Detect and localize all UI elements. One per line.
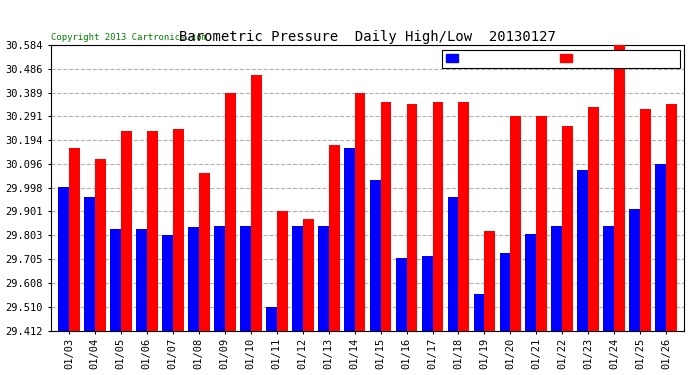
Bar	[604, 226, 614, 330]
Bar	[344, 148, 355, 330]
Bar	[589, 107, 599, 330]
Bar	[536, 116, 547, 330]
Bar	[484, 231, 495, 330]
Bar	[147, 131, 158, 330]
Bar	[551, 226, 562, 330]
Bar	[640, 110, 651, 330]
Bar	[406, 105, 417, 330]
Bar	[629, 209, 640, 330]
Bar	[500, 253, 511, 330]
Bar	[69, 148, 80, 330]
Bar	[277, 211, 288, 330]
Bar	[526, 234, 536, 330]
Bar	[121, 131, 132, 330]
Bar	[317, 226, 328, 330]
Bar	[422, 255, 433, 330]
Bar	[381, 102, 391, 330]
Bar	[84, 197, 95, 330]
Bar	[292, 226, 303, 330]
Bar	[214, 226, 225, 330]
Bar	[58, 187, 69, 330]
Bar	[473, 294, 484, 330]
Bar	[303, 219, 313, 330]
Bar	[199, 172, 210, 330]
Bar	[433, 102, 444, 330]
Bar	[136, 229, 147, 330]
Bar	[370, 180, 381, 330]
Bar	[172, 129, 184, 330]
Bar	[511, 116, 522, 330]
Bar	[562, 126, 573, 330]
Bar	[448, 197, 458, 330]
Bar	[578, 170, 589, 330]
Bar	[162, 235, 172, 330]
Bar	[225, 93, 235, 330]
Bar	[355, 93, 366, 330]
Bar	[250, 75, 262, 330]
Bar	[614, 45, 625, 330]
Bar	[188, 228, 199, 330]
Bar	[667, 105, 677, 330]
Bar	[240, 226, 250, 330]
Text: Copyright 2013 Cartronics.com: Copyright 2013 Cartronics.com	[50, 33, 206, 42]
Legend: Low  (Inches/Hg), High  (Inches/Hg): Low (Inches/Hg), High (Inches/Hg)	[442, 50, 680, 68]
Title: Barometric Pressure  Daily High/Low  20130127: Barometric Pressure Daily High/Low 20130…	[179, 30, 556, 44]
Bar	[266, 307, 277, 330]
Bar	[656, 164, 667, 330]
Bar	[458, 102, 469, 330]
Bar	[95, 159, 106, 330]
Bar	[328, 145, 339, 330]
Bar	[395, 258, 406, 330]
Bar	[110, 229, 121, 330]
